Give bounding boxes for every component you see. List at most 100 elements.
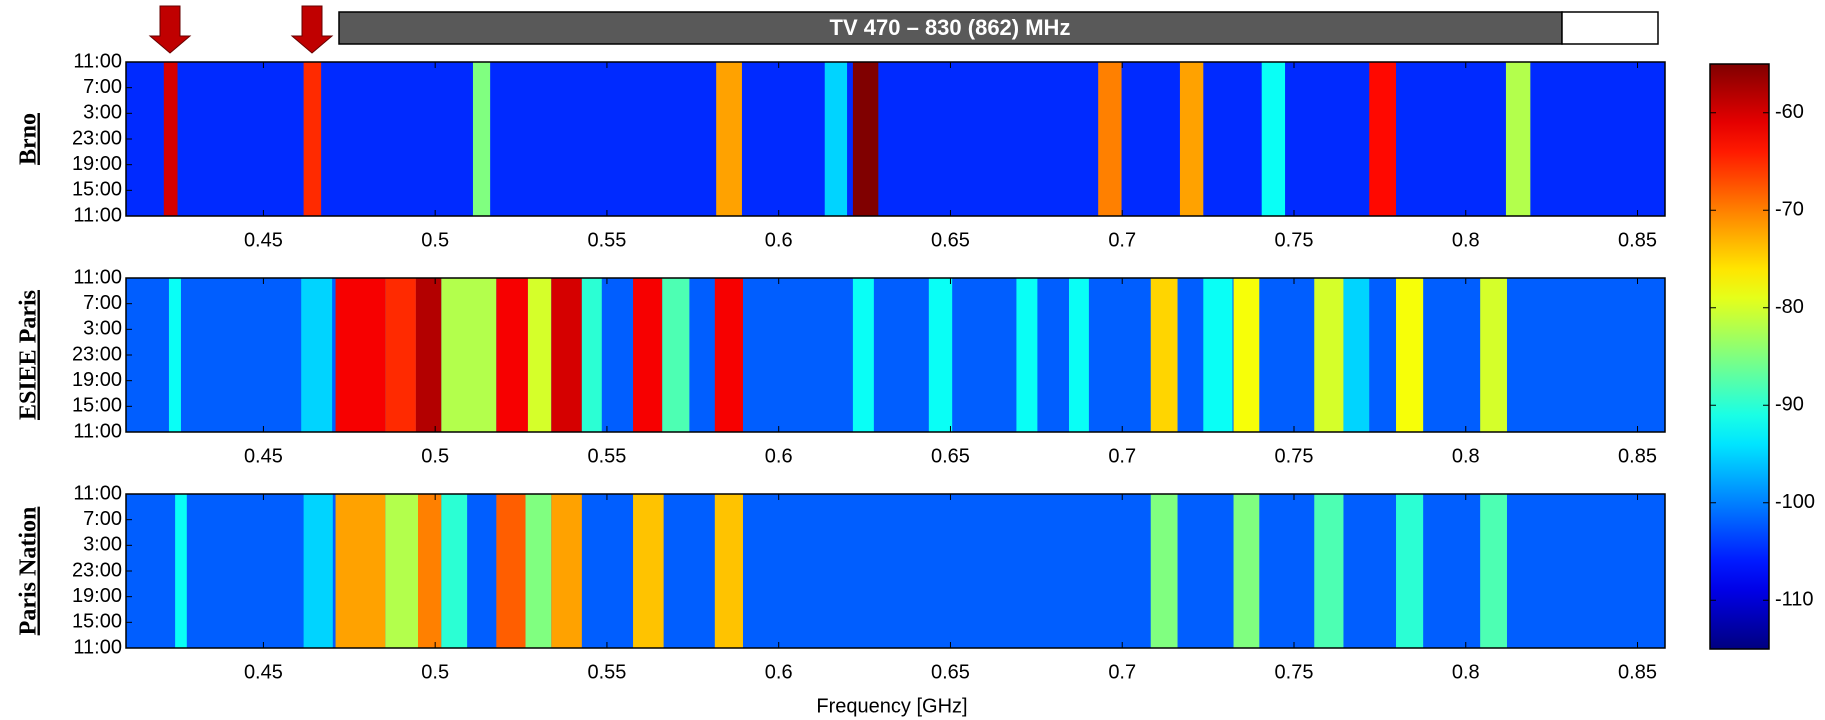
colorbar-tick-label: -60 [1775, 101, 1804, 123]
y-tick-label: 7:00 [83, 76, 122, 98]
band [1098, 62, 1122, 216]
band [415, 278, 442, 432]
band [633, 278, 663, 432]
colorbar-tick-label: -100 [1775, 491, 1815, 513]
band [1343, 278, 1370, 432]
band [1016, 278, 1038, 432]
x-tick-label: 0.85 [1618, 445, 1657, 467]
band [472, 62, 491, 216]
band [928, 278, 953, 432]
y-tick-label: 19:00 [72, 153, 122, 175]
x-tick-label: 0.65 [931, 445, 970, 467]
y-tick-label: 11:00 [73, 204, 122, 226]
y-tick-label: 15:00 [72, 395, 122, 417]
y-tick-label: 19:00 [72, 585, 122, 607]
band [662, 278, 690, 432]
band [1179, 62, 1204, 216]
colorbar-tick-label: -80 [1775, 296, 1804, 318]
heatmap-background [126, 62, 1665, 216]
band [417, 494, 442, 648]
band [385, 494, 418, 648]
x-tick-label: 0.85 [1618, 229, 1657, 251]
band [1480, 494, 1507, 648]
band [1314, 278, 1344, 432]
band [1369, 62, 1397, 216]
band [175, 494, 187, 648]
band [496, 278, 528, 432]
band [551, 494, 582, 648]
band [1203, 278, 1233, 432]
x-tick-label: 0.45 [244, 661, 283, 683]
x-tick-label: 0.7 [1108, 445, 1136, 467]
arrow [290, 5, 334, 54]
x-tick-label: 0.5 [421, 661, 449, 683]
colorbar-tick-label: -90 [1775, 394, 1804, 416]
y-tick-label: 3:00 [83, 534, 122, 556]
band [551, 278, 582, 432]
y-tick-label: 11:00 [73, 420, 122, 442]
x-tick-label: 0.55 [587, 661, 626, 683]
panel-label: Paris Nation [16, 507, 42, 636]
x-tick-label: 0.55 [587, 445, 626, 467]
band [168, 278, 181, 432]
x-tick-label: 0.75 [1275, 229, 1314, 251]
band [1233, 494, 1260, 648]
x-tick-label: 0.6 [765, 661, 793, 683]
band [1480, 278, 1507, 432]
y-tick-label: 23:00 [72, 559, 122, 581]
y-tick-label: 19:00 [72, 369, 122, 391]
band [1396, 278, 1424, 432]
y-tick-label: 15:00 [72, 611, 122, 633]
colorbar [1709, 63, 1770, 650]
band [441, 278, 497, 432]
x-tick-label: 0.5 [421, 445, 449, 467]
colorbar-tick-label: -70 [1775, 199, 1804, 221]
x-tick-label: 0.55 [587, 229, 626, 251]
band [1261, 62, 1286, 216]
x-axis-label: Frequency [GHz] [816, 695, 967, 717]
band [1150, 278, 1178, 432]
y-tick-label: 3:00 [83, 102, 122, 124]
x-tick-label: 0.85 [1618, 661, 1657, 683]
band [633, 494, 664, 648]
y-tick-label: 7:00 [83, 292, 122, 314]
band [1396, 494, 1424, 648]
band [714, 278, 743, 432]
panel-label: Brno [16, 113, 42, 165]
banner-end [1561, 11, 1659, 45]
x-tick-label: 0.75 [1275, 445, 1314, 467]
band [1314, 494, 1344, 648]
band [303, 494, 333, 648]
arrow [148, 5, 192, 54]
band [496, 494, 526, 648]
band [852, 278, 874, 432]
band [716, 62, 742, 216]
band [335, 278, 386, 432]
y-tick-label: 23:00 [72, 127, 122, 149]
x-tick-label: 0.75 [1275, 661, 1314, 683]
band [1150, 494, 1178, 648]
panel-label: ESIEE Paris [16, 290, 42, 420]
x-tick-label: 0.45 [244, 229, 283, 251]
banner-bar [338, 11, 1563, 45]
band [1233, 278, 1260, 432]
band [163, 62, 178, 216]
band [385, 278, 416, 432]
band [441, 494, 468, 648]
x-tick-label: 0.5 [421, 229, 449, 251]
band [1505, 62, 1531, 216]
band [335, 494, 386, 648]
y-tick-label: 11:00 [73, 50, 122, 72]
x-tick-label: 0.7 [1108, 229, 1136, 251]
band [301, 278, 333, 432]
colorbar-tick-label: -110 [1775, 589, 1814, 611]
band [1068, 278, 1089, 432]
x-tick-label: 0.7 [1108, 661, 1136, 683]
y-tick-label: 11:00 [73, 266, 122, 288]
band [824, 62, 848, 216]
band [303, 62, 322, 216]
y-tick-label: 15:00 [72, 179, 122, 201]
band [581, 278, 602, 432]
x-tick-label: 0.65 [931, 661, 970, 683]
y-tick-label: 23:00 [72, 343, 122, 365]
